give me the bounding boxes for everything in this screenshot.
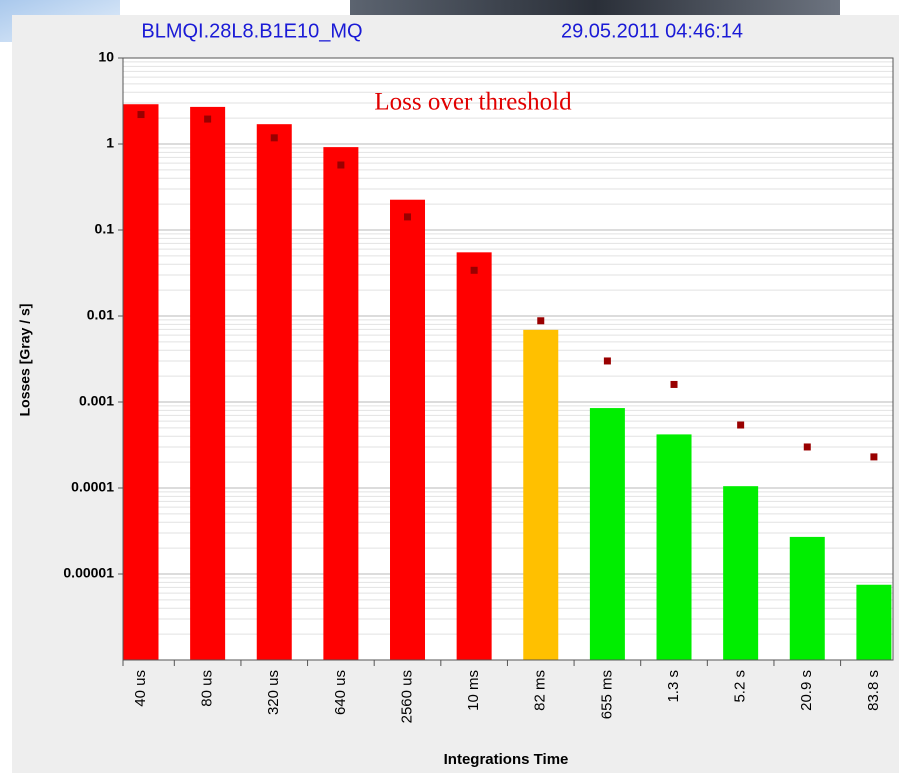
x-tick-label: 2560 us [398,670,415,723]
x-tick-label: 5.2 s [732,670,749,703]
x-tick-label: 640 us [332,670,349,715]
photo-strip [350,0,840,15]
bar [323,147,359,660]
header-right: 29.05.2011 04:46:14 [561,20,743,42]
threshold-marker [870,453,878,461]
y-tick-label: 0.001 [79,393,114,409]
threshold-marker [603,357,611,365]
x-tick-label: 1.3 s [665,670,682,703]
header-left: BLMQI.28L8.B1E10_MQ [141,20,362,42]
y-tick-label: 0.01 [87,307,114,323]
plot-area [123,58,893,660]
x-tick-label: 320 us [265,670,282,715]
threshold-marker [270,134,278,142]
threshold-marker [803,443,811,451]
bar [656,434,692,660]
bar [190,106,226,661]
threshold-marker [137,111,145,119]
bar [123,104,159,661]
plot [123,57,893,661]
x-tick-label: 10 ms [465,670,482,711]
x-tick-label: 655 ms [598,670,615,719]
bar [456,252,492,661]
plot-frame [122,57,894,661]
x-tick-label: 82 ms [532,670,549,711]
y-tick-label: 0.0001 [71,479,114,495]
y-tick-label: 0.1 [95,221,115,237]
x-tick-label: 83.8 s [865,670,882,711]
x-axis-label: Integrations Time [444,751,569,768]
y-tick-label: 10 [98,49,114,65]
x-tick-label: 80 us [199,670,216,707]
threshold-marker [337,161,345,169]
y-tick-label: 0.00001 [63,565,114,581]
bar [523,329,559,660]
bar [856,584,892,660]
y-axis-label: Losses [Gray / s] [17,304,33,417]
threshold-marker [404,213,412,221]
threshold-marker [204,115,212,123]
x-tick-label: 40 us [132,670,149,707]
annotation: Loss over threshold [374,89,572,116]
bar [589,408,625,660]
threshold-marker [737,421,745,429]
threshold-marker [470,266,478,274]
bar [723,486,759,660]
bar [256,124,292,660]
bar [390,199,426,660]
x-tick-label: 20.9 s [798,670,815,711]
y-tick-label: 1 [106,135,114,151]
threshold-marker [670,380,678,388]
threshold-marker [537,317,545,325]
bar [789,536,825,660]
